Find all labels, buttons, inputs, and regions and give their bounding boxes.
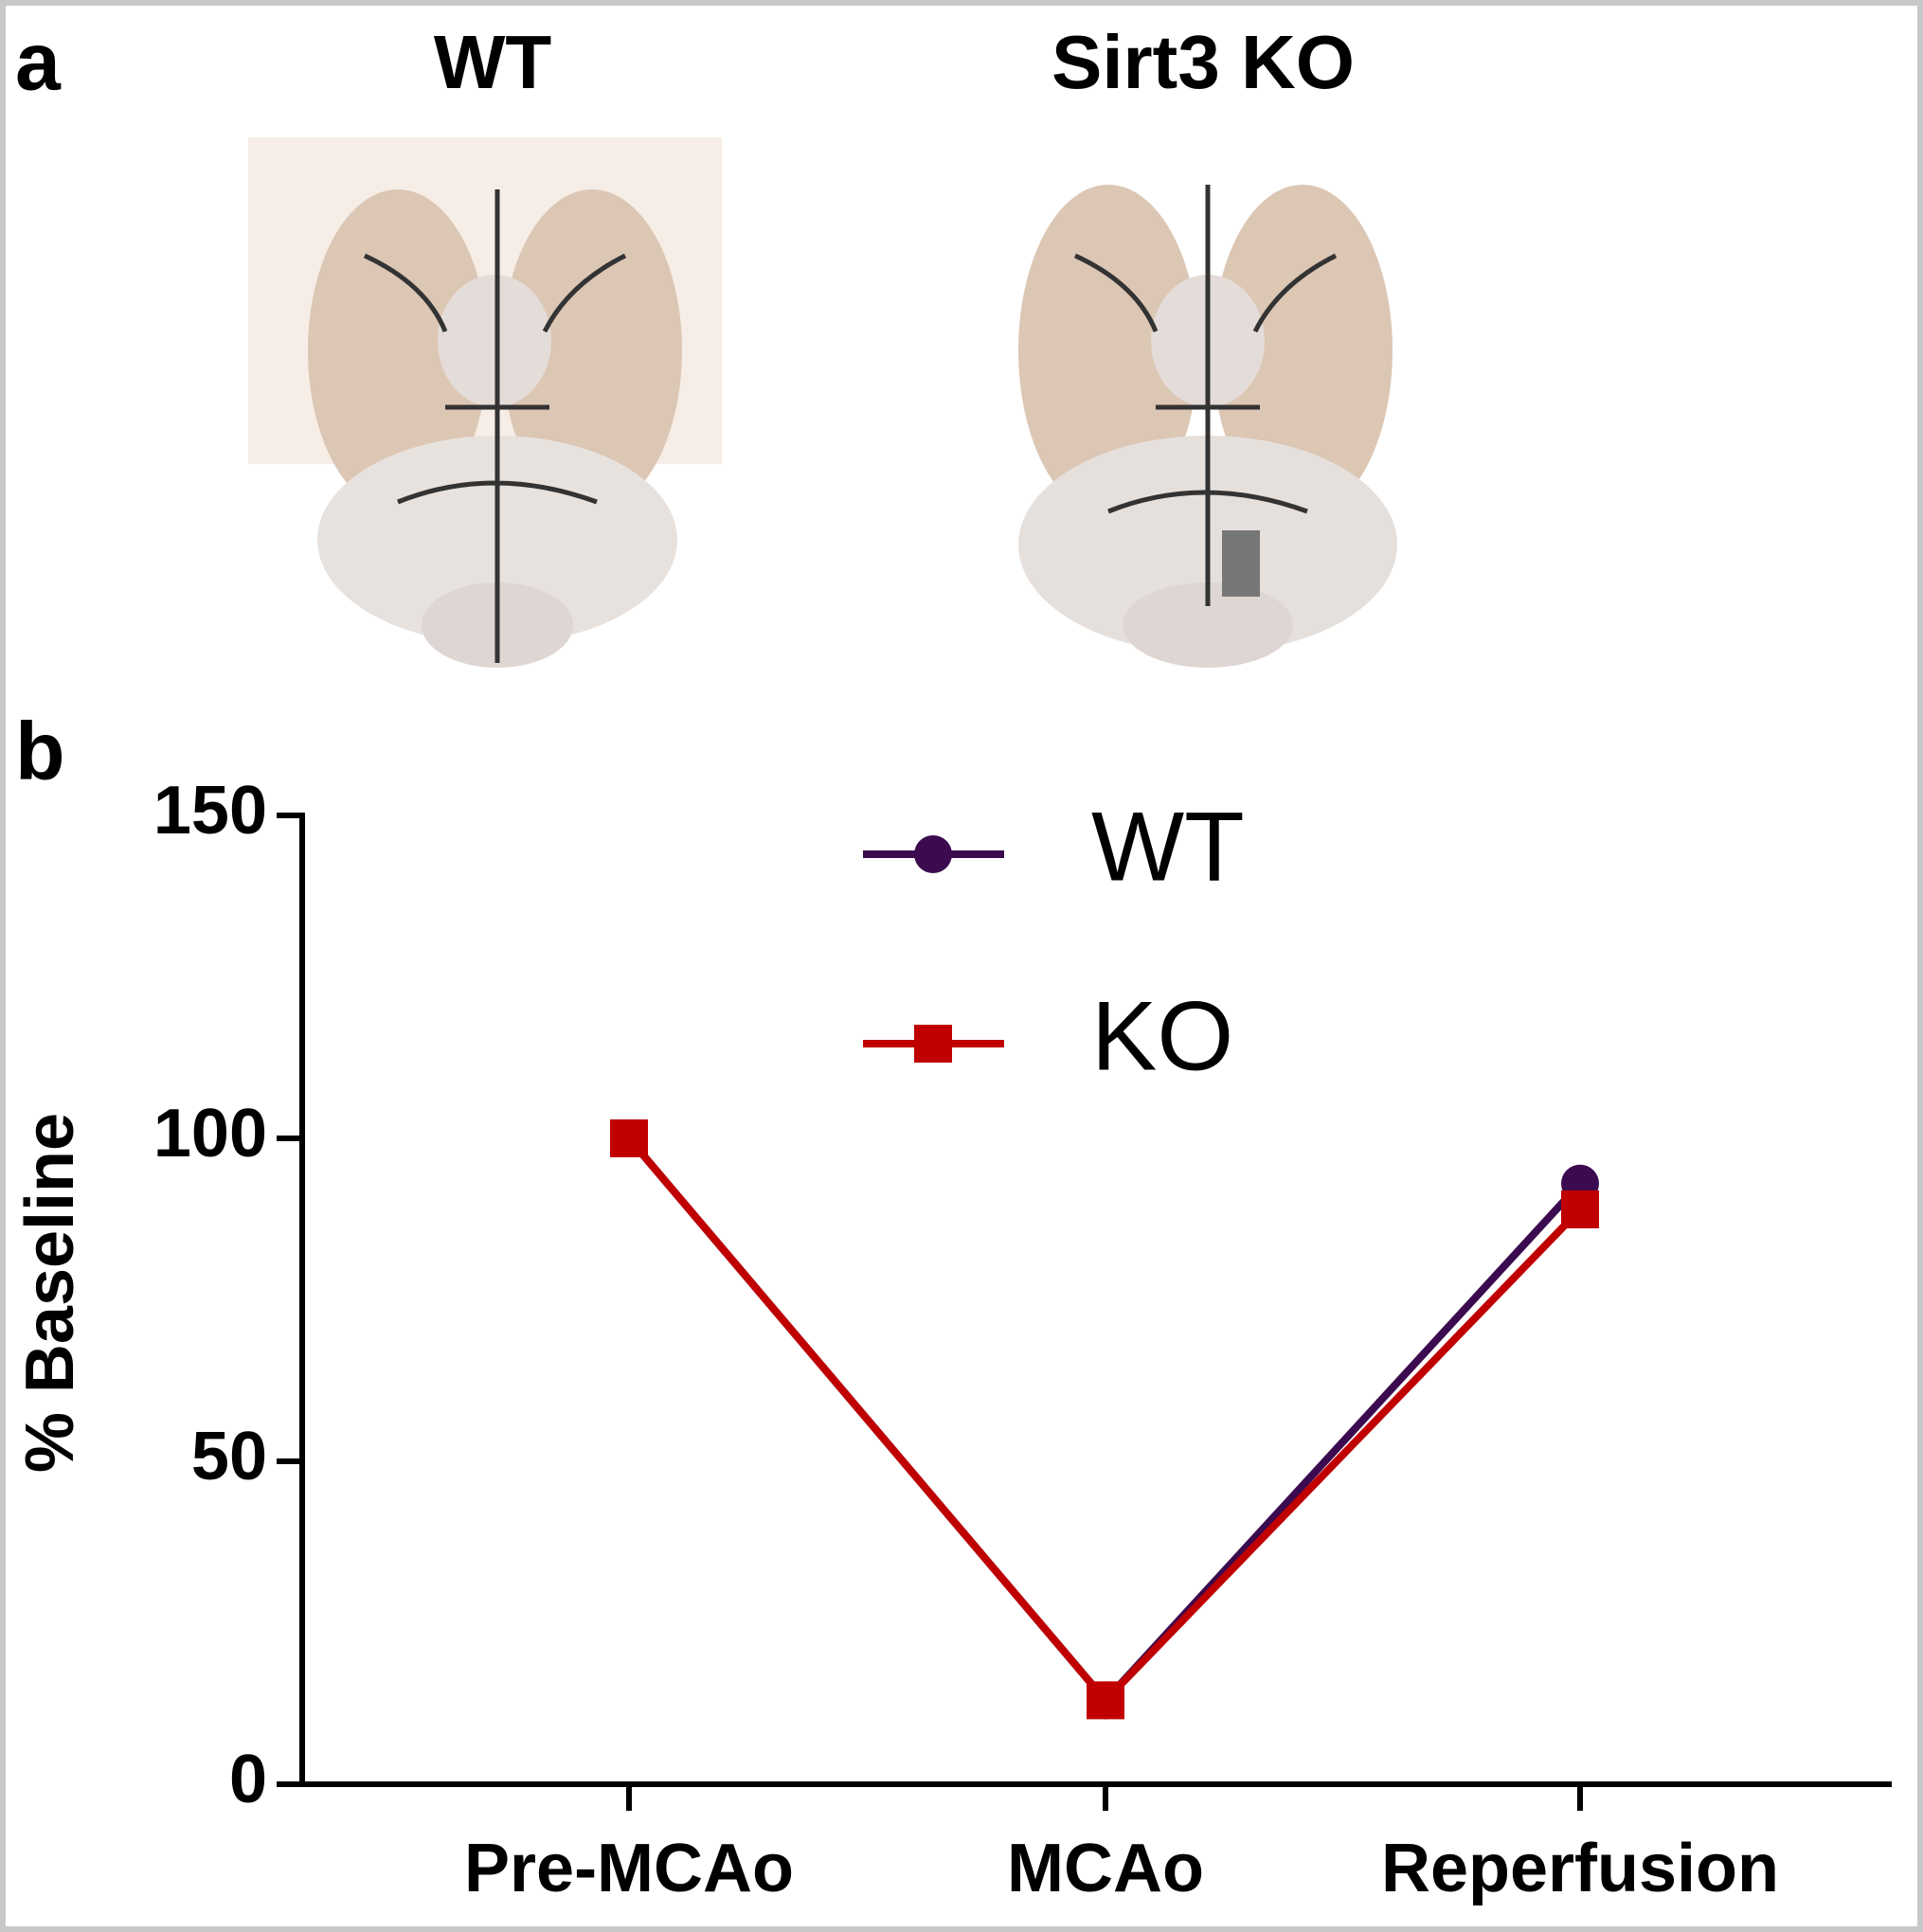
image-title: WT — [434, 20, 552, 104]
x-tick-label: Reperfusion — [1381, 1831, 1779, 1906]
image-title: Sirt3 KO — [1051, 20, 1355, 104]
x-tick-label: MCAo — [1007, 1831, 1204, 1906]
panel-label: b — [15, 707, 65, 797]
legend-label: WT — [1091, 792, 1245, 902]
data-point — [1087, 1681, 1124, 1720]
data-point — [1561, 1190, 1599, 1229]
y-tick-label: 100 — [153, 1096, 267, 1172]
data-point — [610, 1119, 648, 1157]
brain-image-ko — [1018, 185, 1397, 668]
y-tick-label: 50 — [191, 1419, 267, 1494]
legend-marker — [914, 835, 952, 873]
y-axis-label: % Baseline — [12, 1113, 88, 1473]
y-tick-label: 150 — [153, 773, 267, 849]
brain-image-wt — [248, 137, 722, 668]
legend-marker — [914, 1025, 952, 1063]
legend-label: KO — [1091, 981, 1233, 1091]
panel-label: a — [15, 17, 62, 108]
y-tick-label: 0 — [229, 1742, 267, 1817]
x-tick-label: Pre-MCAo — [464, 1831, 794, 1906]
